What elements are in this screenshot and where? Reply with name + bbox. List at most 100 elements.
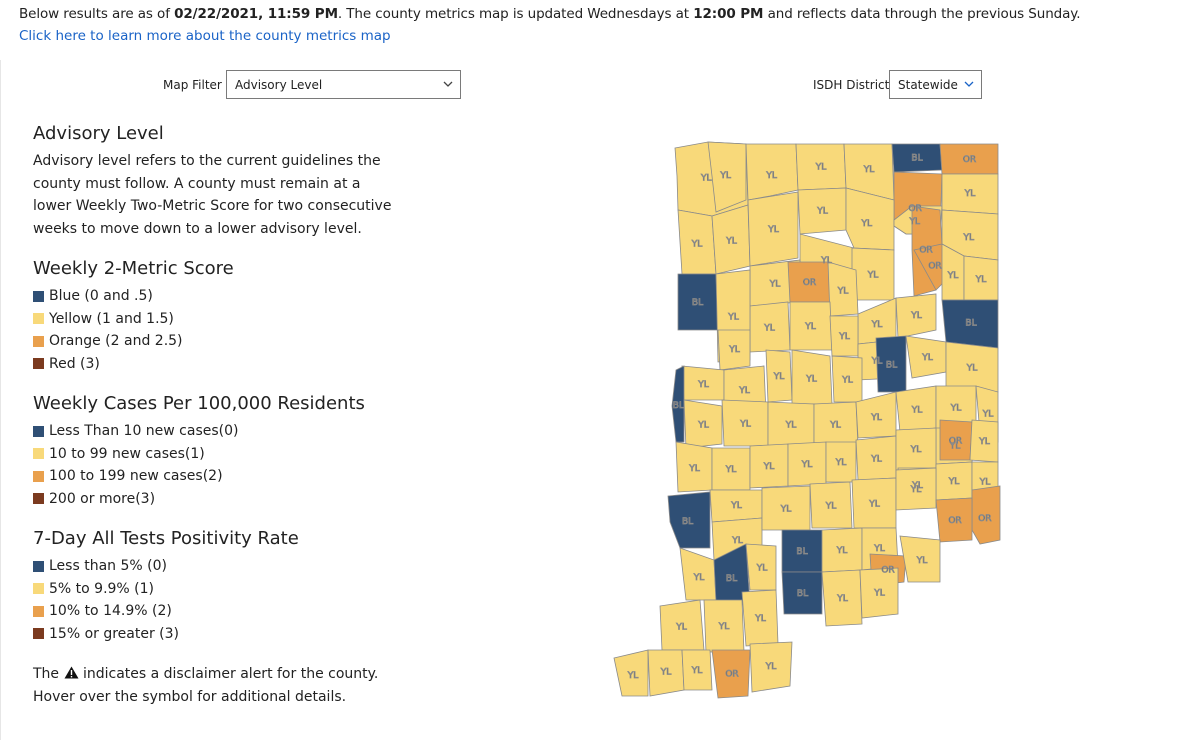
county-shape[interactable]: [681, 649, 713, 691]
county-shape[interactable]: [809, 481, 853, 529]
county-label: YL: [870, 413, 882, 423]
status-date: 02/22/2021, 11:59 PM: [174, 6, 338, 22]
county-label: YL: [816, 207, 828, 217]
county-label: YL: [730, 501, 742, 511]
map-filter-label: Map Filter: [163, 78, 222, 92]
county-label: YL: [691, 666, 703, 676]
county-label: YL: [829, 421, 841, 431]
county-label: YL: [873, 544, 885, 554]
legend-item: Blue (0 and .5): [33, 285, 403, 308]
county-label: YL: [916, 556, 928, 566]
county-shape[interactable]: [745, 143, 799, 201]
county-label: YL: [963, 233, 975, 243]
red-swatch: [33, 358, 44, 370]
county-label: OR: [909, 204, 922, 214]
county-label: BL: [797, 589, 808, 599]
county-label: YL: [727, 313, 739, 323]
learn-more-link[interactable]: Click here to learn more about the count…: [19, 28, 391, 44]
county-label: YL: [910, 485, 922, 495]
blue-swatch: [33, 290, 44, 302]
county-label: YL: [765, 662, 777, 672]
county-shape[interactable]: [749, 641, 793, 693]
county-shape[interactable]: [667, 491, 711, 549]
chevron-down-icon: [443, 81, 453, 87]
county-shape[interactable]: [895, 293, 937, 339]
county-label: BL: [886, 361, 897, 371]
county-shape[interactable]: [895, 467, 937, 511]
county-label: BL: [692, 298, 703, 308]
county-label: YL: [697, 421, 709, 431]
county-label: YL: [863, 165, 875, 175]
district-select[interactable]: Statewide: [889, 70, 982, 99]
county-label: YL: [820, 256, 832, 266]
county-label: YL: [873, 589, 885, 599]
legend-item: 15% or greater (3): [33, 623, 403, 646]
county-shape[interactable]: [821, 569, 863, 627]
county-label: BL: [682, 517, 693, 527]
county-label: YL: [773, 372, 785, 382]
county-label: YL: [861, 219, 873, 229]
legend-item: Less Than 10 new cases(0): [33, 420, 403, 443]
county-label: YL: [805, 375, 817, 385]
county-label: YL: [871, 320, 883, 330]
advisory-title: Advisory Level: [33, 123, 164, 144]
county-label: OR: [978, 514, 991, 524]
county-label: YL: [947, 271, 959, 281]
legend-panel: Advisory Level Advisory level refers to …: [33, 123, 403, 708]
county-shape[interactable]: [711, 649, 751, 699]
county-label: YL: [921, 353, 933, 363]
county-label: YL: [756, 564, 768, 574]
county-label: BL: [673, 401, 684, 411]
disclaimer-pre: The: [33, 666, 60, 682]
county-shape[interactable]: [859, 567, 899, 619]
map-filter-value: Advisory Level: [235, 78, 323, 92]
county-shape[interactable]: [707, 141, 747, 213]
county-shape[interactable]: [671, 365, 685, 443]
legend-item: Red (3): [33, 353, 403, 376]
status-time: 12:00 PM: [693, 6, 764, 22]
county-shape[interactable]: [747, 191, 799, 267]
county-label: YL: [718, 622, 730, 632]
legend-item-label: Less Than 10 new cases(0): [49, 423, 239, 439]
county-label: YL: [837, 287, 849, 297]
orange-swatch: [33, 335, 44, 347]
cases-section: Weekly Cases Per 100,000 Residents Less …: [33, 393, 403, 510]
county-shape[interactable]: [717, 329, 751, 371]
warning-icon: [64, 666, 78, 679]
cases-title: Weekly Cases Per 100,000 Residents: [33, 393, 365, 414]
county-label: YL: [627, 671, 639, 681]
disclaimer-line2: Hover over the symbol for additional det…: [33, 688, 347, 705]
county-label: YL: [838, 332, 850, 342]
status-suffix: and reflects data through the previous S…: [763, 6, 1081, 22]
county-shape[interactable]: [781, 571, 823, 615]
county-label: YL: [910, 311, 922, 321]
county-label: YL: [836, 594, 848, 604]
county-label: BL: [726, 574, 737, 584]
county-label: YL: [871, 357, 883, 367]
county-shape[interactable]: [935, 497, 973, 543]
county-label: YL: [870, 455, 882, 465]
score-section: Weekly 2-Metric Score Blue (0 and .5) Ye…: [33, 258, 403, 375]
county-label: YL: [728, 345, 740, 355]
map-filter-select[interactable]: Advisory Level: [226, 70, 461, 99]
legend-item: 5% to 9.9% (1): [33, 578, 403, 601]
legend-item-label: Yellow (1 and 1.5): [49, 310, 174, 327]
legend-item-label: 200 or more(3): [49, 490, 156, 507]
county-label: BL: [911, 154, 922, 164]
county-label: YL: [978, 437, 990, 447]
status-prefix: Below results are as of: [19, 6, 175, 22]
county-label: OR: [725, 670, 738, 680]
county-label: YL: [964, 189, 976, 199]
legend-item: Orange (2 and 2.5): [33, 330, 403, 353]
county-label: YL: [731, 536, 743, 546]
county-label: YL: [780, 505, 792, 515]
county-label: YL: [982, 410, 994, 420]
county-shape[interactable]: [683, 399, 723, 449]
county-label: YL: [767, 225, 779, 235]
county-label: YL: [769, 280, 781, 290]
county-shape[interactable]: [899, 535, 941, 583]
county-label: YL: [675, 623, 687, 633]
county-label: OR: [803, 278, 816, 288]
red-swatch: [33, 493, 44, 505]
county-shape[interactable]: [613, 649, 649, 697]
